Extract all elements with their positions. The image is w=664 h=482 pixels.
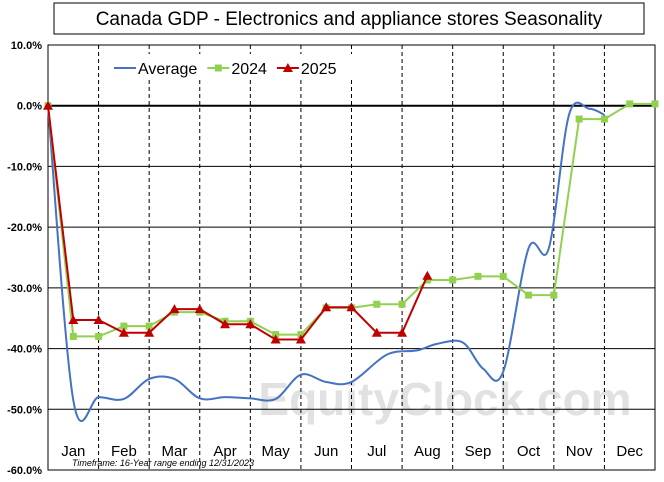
series-2024-point [651, 100, 659, 108]
series-2024-point [95, 332, 103, 340]
series-2025-point [169, 304, 180, 314]
series-2025-point [194, 304, 205, 314]
x-tick-label: Jun [314, 443, 338, 460]
series-2025-point [422, 270, 433, 280]
series-2025-point [346, 302, 357, 312]
y-tick-label: -10.0% [7, 161, 42, 173]
series-2024-point [449, 276, 457, 284]
y-tick-label: 0.0% [17, 101, 42, 113]
series-2025-point [144, 327, 155, 337]
series-2024-point [499, 272, 507, 280]
series-2025-point [321, 302, 332, 312]
legend [108, 54, 358, 80]
series-2024-point [398, 300, 406, 308]
y-tick-label: 10.0% [11, 40, 42, 52]
y-tick-label: -50.0% [7, 404, 42, 416]
y-tick-label: -60.0% [7, 465, 42, 477]
series-average-line [47, 101, 605, 422]
x-tick-label: Nov [566, 443, 593, 460]
series-2024-point [525, 291, 533, 299]
series-2025-point [93, 315, 104, 325]
y-tick-label: -20.0% [7, 222, 42, 234]
series-2025-point [295, 334, 306, 344]
series-2024-point [120, 322, 128, 330]
title-box [53, 2, 645, 35]
x-tick-label: Oct [517, 443, 541, 460]
series-2025-point [245, 319, 256, 329]
series-2024-point [373, 300, 381, 308]
x-tick-label: May [261, 443, 290, 460]
chart-title: Canada GDP - Electronics and appliance s… [96, 9, 603, 30]
series-2025-point [68, 315, 79, 325]
series-2025-point [371, 327, 382, 337]
series-2024-point [423, 276, 431, 284]
footnote: Timeframe: 16-Year range ending 12/31/20… [72, 458, 254, 468]
x-tick-label: Aug [414, 443, 441, 460]
x-tick-label: Sep [465, 443, 492, 460]
series-2025-point [397, 327, 408, 337]
x-tick-label: Jan [61, 443, 85, 460]
series-2025-point [220, 319, 231, 329]
legend-2025-label: 2025 [301, 61, 337, 78]
series-2025-point [43, 100, 53, 110]
y-tick-label: -40.0% [7, 344, 42, 356]
legend-average-label: Average [138, 61, 197, 78]
x-tick-label: Jul [367, 443, 386, 460]
series-2024-point [550, 291, 558, 299]
series-2024-point [474, 272, 482, 280]
series-2024-point [575, 115, 583, 123]
x-tick-label: Dec [616, 443, 643, 460]
series-2024-point [145, 322, 153, 330]
x-tick-label: Mar [162, 443, 188, 460]
legend-2025-marker [282, 63, 293, 72]
watermark: EquityClock.com [258, 373, 631, 425]
series-2025-point [118, 327, 129, 337]
series-2024-point [626, 100, 634, 108]
series-2024-point [600, 115, 608, 123]
legend-2024-marker [214, 64, 222, 72]
x-tick-label: Apr [213, 443, 236, 460]
y-tick-label: -30.0% [7, 283, 42, 295]
series-2025-point [270, 334, 281, 344]
series-2025-line [47, 105, 429, 341]
legend-2024-label: 2024 [231, 61, 267, 78]
series-2024-point [69, 332, 77, 340]
plot-border [47, 44, 656, 471]
x-tick-label: Feb [111, 443, 137, 460]
